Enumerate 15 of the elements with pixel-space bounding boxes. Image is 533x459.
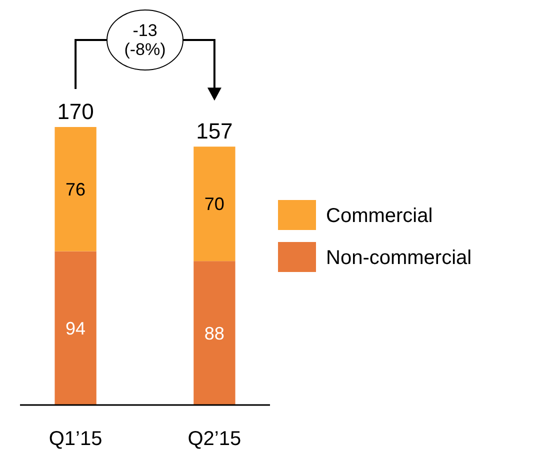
total-label: 157 xyxy=(196,118,233,144)
data-label: 94 xyxy=(66,318,86,338)
text: -13 (-8%) xyxy=(124,21,166,59)
bar xyxy=(194,261,236,405)
bar xyxy=(54,251,96,405)
legend-label: Non-commercial xyxy=(326,247,472,269)
data-label: 76 xyxy=(66,179,86,200)
bar xyxy=(54,127,96,252)
x-tick-label: Q2’15 xyxy=(188,428,242,450)
bar xyxy=(194,146,236,262)
x-tick-label: Q1’15 xyxy=(48,428,102,450)
data-label: 88 xyxy=(204,323,224,344)
data-label: 70 xyxy=(204,194,224,214)
total-label: 170 xyxy=(57,99,94,124)
legend-label: Commercial xyxy=(326,205,433,227)
